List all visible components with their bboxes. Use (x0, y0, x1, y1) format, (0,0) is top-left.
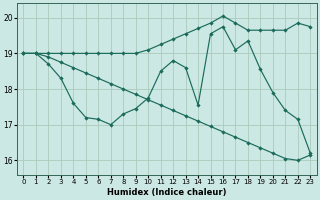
X-axis label: Humidex (Indice chaleur): Humidex (Indice chaleur) (107, 188, 227, 197)
